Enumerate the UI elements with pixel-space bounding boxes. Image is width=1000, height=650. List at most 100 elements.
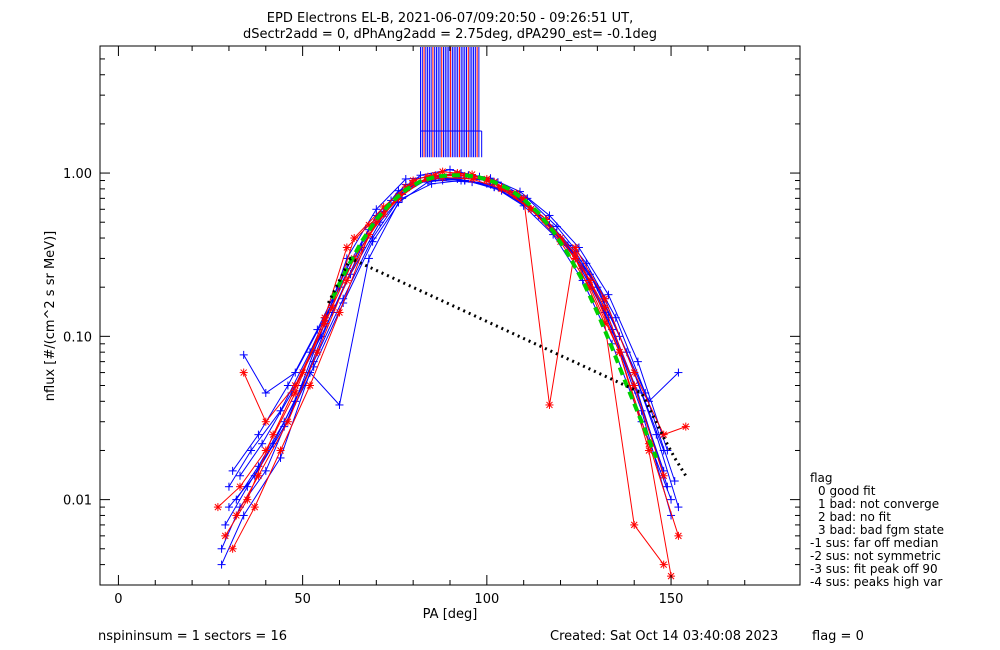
series-point: [254, 471, 263, 480]
series-point: [239, 350, 248, 359]
y-tick-label: 0.10: [63, 330, 92, 345]
series-point: [269, 430, 278, 439]
series-point: [217, 544, 226, 553]
series-point: [276, 453, 285, 462]
flag-legend: flag 0 good fit 1 bad: not converge 2 ba…: [810, 471, 944, 589]
series-point: [438, 167, 447, 176]
series-line: [228, 178, 665, 487]
series-point: [663, 482, 672, 491]
series-point: [600, 303, 609, 312]
y-axis-label: nflux [#/(cm^2 s sr MeV)]: [43, 231, 58, 401]
series-point: [291, 388, 300, 397]
series-point: [306, 381, 314, 390]
series-point: [261, 466, 270, 475]
series-point: [213, 503, 222, 512]
series-line: [232, 177, 672, 500]
series-point: [350, 234, 359, 243]
series-point: [630, 520, 639, 529]
series-point: [291, 381, 300, 390]
series-point: [427, 179, 436, 188]
series-point: [228, 544, 237, 553]
series-point: [250, 503, 259, 512]
series-point: [313, 348, 322, 357]
series-point: [335, 400, 344, 409]
x-tick-label: 150: [659, 592, 684, 607]
series-line: [243, 176, 672, 577]
footer-flag: flag = 0: [812, 629, 864, 644]
legend-item: -3 sus: fit peak off 90: [810, 562, 938, 576]
series-point: [232, 495, 241, 504]
series-line: [217, 172, 665, 508]
series-point: [254, 430, 263, 439]
series-point: [545, 211, 554, 220]
series-point: [236, 471, 244, 480]
series-point: [258, 439, 267, 448]
series-point: [552, 222, 561, 231]
series-point: [545, 400, 554, 409]
chart-title-line2: dSectr2add = 0, dPhAng2add = 2.75deg, dP…: [243, 27, 657, 42]
fit-curve: [330, 173, 659, 459]
series-point: [283, 381, 292, 390]
series-point: [604, 290, 613, 299]
series-point: [221, 520, 230, 529]
series-point: [659, 560, 668, 569]
series-point: [644, 446, 653, 455]
x-axis-label: PA [deg]: [423, 607, 478, 622]
series-line: [221, 176, 672, 550]
series-point: [346, 270, 355, 279]
series-point: [217, 560, 226, 569]
series-point: [670, 477, 679, 486]
series-point: [283, 417, 292, 426]
series-point: [364, 254, 373, 263]
legend-item: -1 sus: far off median: [810, 536, 938, 550]
series-point: [320, 319, 329, 328]
series-line: [228, 179, 668, 508]
series-point: [674, 531, 683, 540]
series-point: [239, 511, 248, 520]
x-tick-label: 0: [114, 592, 122, 607]
series-line: [235, 172, 668, 500]
series-point: [239, 368, 248, 377]
y-tick-label: 0.01: [63, 494, 92, 509]
series-point: [335, 308, 344, 317]
median-curve: [327, 256, 688, 477]
series-point: [228, 466, 237, 475]
series-point: [261, 417, 270, 426]
series-point: [236, 482, 244, 491]
saturation-layer: [420, 47, 483, 158]
series-point: [674, 503, 683, 512]
series-point: [659, 471, 668, 480]
series-point: [232, 511, 241, 520]
series-point: [674, 368, 683, 377]
footer-created: Created: Sat Oct 14 03:40:08 2023: [550, 629, 778, 644]
series-point: [630, 368, 639, 377]
series-line: [243, 179, 679, 403]
series-point: [571, 243, 580, 252]
series-point: [667, 495, 676, 504]
legend-item: -2 sus: not symmetric: [810, 549, 941, 563]
series-point: [291, 368, 300, 377]
series-point: [681, 422, 690, 431]
y-tick-label: 1.00: [63, 167, 92, 182]
series-point: [276, 446, 285, 455]
axis-layer: 0 50 100 150 0.01 0.10 1.00: [63, 45, 800, 607]
series-layer: [213, 165, 690, 581]
series-point: [247, 446, 256, 455]
legend-title: flag: [810, 471, 833, 485]
series-point: [611, 313, 620, 322]
series-point: [368, 237, 377, 246]
series-point: [224, 503, 233, 512]
x-tick-label: 100: [474, 592, 499, 607]
legend-item: 1 bad: not converge: [818, 497, 939, 511]
series-line: [224, 171, 679, 537]
series-point: [600, 294, 609, 303]
series-point: [224, 482, 233, 491]
legend-item: 0 good fit: [818, 484, 876, 498]
chart-title-line1: EPD Electrons EL-B, 2021-06-07/09:20:50 …: [267, 11, 633, 26]
legend-item: 3 bad: bad fgm state: [818, 523, 944, 537]
footer-spin-info: nspininsum = 1 sectors = 16: [98, 629, 287, 644]
series-point: [221, 531, 230, 540]
series-point: [261, 388, 270, 397]
legend-item: 2 bad: no fit: [818, 510, 891, 524]
